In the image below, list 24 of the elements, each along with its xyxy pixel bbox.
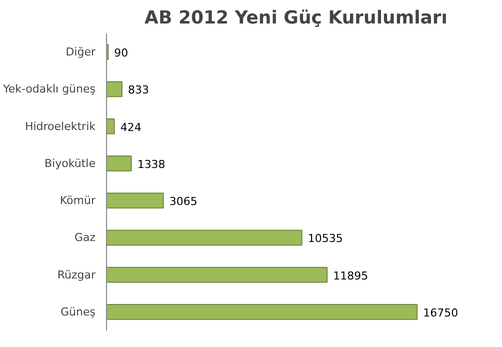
y-tick-label: Rüzgar [57,268,96,282]
y-tick-label: Kömür [60,194,96,208]
bar [106,192,164,208]
y-tick-label: Gaz [74,231,96,244]
y-tick-label: Diğer [66,46,96,59]
data-label: 11895 [333,269,368,282]
y-tick-label: Biyokütle [44,156,96,170]
chart-title: AB 2012 Yeni Güç Kurulumları [144,8,448,28]
data-label: 424 [120,120,142,134]
y-tick-label: Güneş [60,305,96,318]
bar [106,304,418,320]
bar [106,156,132,172]
bar [106,81,122,98]
bar [106,118,115,134]
y-tick-label: Yek-odaklı güneş [2,82,96,96]
bar [106,230,302,246]
data-label: 10535 [308,232,343,246]
y-tick-label: Hidroelektrik [24,120,96,133]
data-label: 3065 [169,195,198,208]
data-label: 833 [128,84,149,97]
bar [106,266,328,283]
data-label: 16750 [423,306,458,320]
data-label: 1338 [137,158,166,171]
data-label: 90 [114,46,128,60]
